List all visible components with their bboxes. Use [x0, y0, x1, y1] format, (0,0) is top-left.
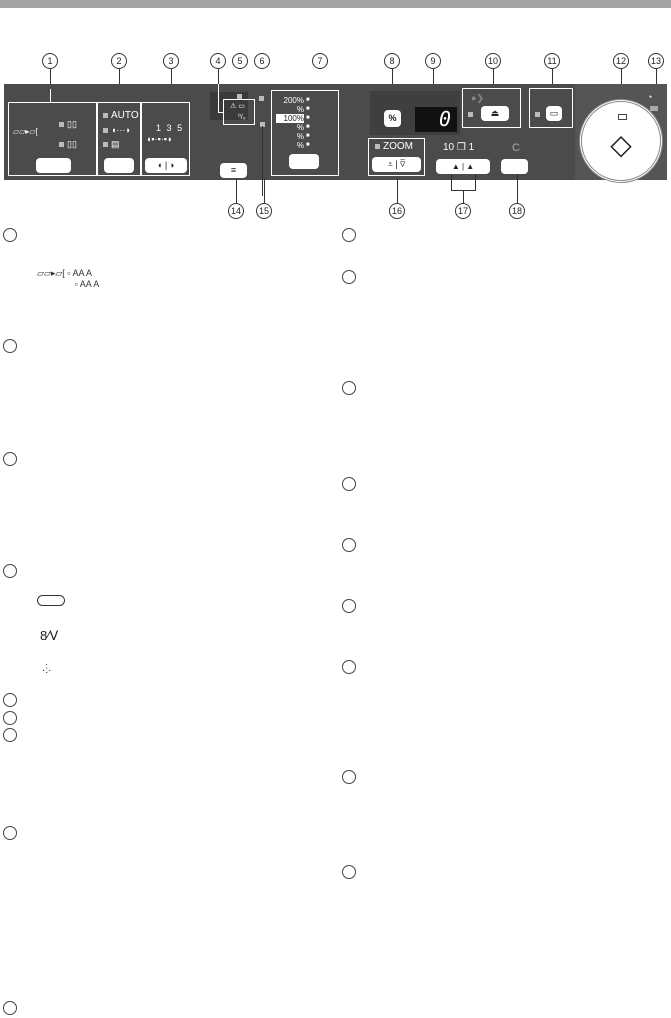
copy-ratio-button[interactable] [289, 154, 319, 169]
paper-feed-led [237, 94, 242, 99]
exposure-level-section: 1 3 5 ◖▪·▪·▪◗ ◖ | ◗ [141, 102, 190, 176]
ratio-list: 200% % 100% % % % [276, 96, 304, 150]
exposure-leds: ◖▪·▪·▪◗ [146, 134, 173, 144]
power-save-indicator [650, 106, 658, 111]
callout-12: 12 [613, 53, 629, 69]
copy-count-display: 0 [415, 107, 457, 132]
list-marker [3, 228, 17, 242]
list-marker [342, 538, 356, 552]
two-sided-copy-icon: ▱▱▸▱[ ▫ AA A ▫ AA A [37, 268, 100, 289]
alarm-indicators: ⚠ ▭ ⁰/₀ [223, 99, 255, 125]
ratio-display-button[interactable]: % [384, 110, 401, 127]
menu-icon: ≡ [230, 165, 237, 175]
copies-buttons[interactable]: ▲ | ▲ [436, 159, 490, 174]
start-indicator [618, 114, 627, 120]
clear-button[interactable] [501, 159, 528, 174]
list-marker [342, 599, 356, 613]
scan-button[interactable]: ⏏ [481, 106, 509, 121]
scan-section: ●❯ ⏏ [462, 88, 521, 128]
print-section: ▭ [529, 88, 573, 128]
header-bar [0, 0, 671, 8]
callout-8: 8 [384, 53, 400, 69]
list-marker [3, 564, 17, 578]
list-marker [3, 452, 17, 466]
list-marker [3, 693, 17, 707]
callout-14: 14 [228, 203, 244, 219]
callout-9: 9 [425, 53, 441, 69]
duplex-led-1: ▯▯ [59, 119, 77, 129]
menu-button[interactable]: ≡ [220, 163, 247, 178]
callout-15: 15 [256, 203, 272, 219]
copies-label: 10 ❐ 1 [443, 142, 475, 153]
list-marker [3, 728, 17, 742]
list-marker [342, 770, 356, 784]
drum-led [260, 122, 265, 127]
list-marker [342, 477, 356, 491]
list-marker [3, 1001, 17, 1015]
photo-icon: ▤ [103, 139, 120, 149]
two-sided-copy-icon: ▱▱▸▱[ [13, 127, 38, 136]
exposure-scale: 1 3 5 [156, 123, 183, 133]
callout-5: 5 [232, 53, 248, 69]
callout-18: 18 [509, 203, 525, 219]
list-marker [3, 339, 17, 353]
text-photo-label: ◖···◗ [103, 125, 131, 135]
callout-17: 17 [455, 203, 471, 219]
toner-cartridge-icon [37, 595, 65, 606]
two-sided-copy-section: ▱▱▸▱[ ▯▯ ▯▯ [8, 102, 97, 176]
duplex-led-2: ▯▯ [59, 139, 77, 149]
zoom-section: ZOOM ⩡ | ⩢ [368, 138, 425, 176]
exposure-mode-section: AUTO ◖···◗ ▤ [97, 102, 141, 176]
list-marker [342, 660, 356, 674]
zoom-label: ZOOM [383, 141, 413, 152]
list-marker [3, 826, 17, 840]
toner-icon: ⚠ ▭ [230, 103, 245, 110]
exposure-adjust-buttons[interactable]: ◖ | ◗ [145, 158, 187, 173]
callout-16: 16 [389, 203, 405, 219]
start-icon: ◇ [610, 129, 632, 160]
auto-label: AUTO [103, 111, 139, 121]
clear-label: C [512, 142, 520, 154]
power-save-led [259, 96, 264, 101]
zoom-buttons[interactable]: ⩡ | ⩢ [372, 157, 421, 172]
exposure-mode-button[interactable] [104, 158, 134, 173]
callout-7: 7 [312, 53, 328, 69]
callout-10: 10 [485, 53, 501, 69]
print-icon: ▭ [549, 108, 559, 118]
callout-4: 4 [210, 53, 226, 69]
developer-icon: · ·:· [42, 659, 52, 676]
callout-6: 6 [254, 53, 270, 69]
two-sided-copy-button[interactable] [36, 158, 71, 173]
list-marker [3, 711, 17, 725]
print-button[interactable]: ▭ [546, 106, 562, 121]
list-marker [342, 381, 356, 395]
copy-ratio-section: 200% % 100% % % % ■ ■ ■ ■ ■ ■ [271, 90, 339, 176]
list-marker [342, 228, 356, 242]
callout-1: 1 [42, 53, 58, 69]
power-save-icon: ◔ [647, 92, 653, 102]
list-marker [342, 270, 356, 284]
callout-13: 13 [648, 53, 664, 69]
scan-icon: ⏏ [490, 108, 500, 118]
misfeed-icon: 8⁄ᐯ [40, 628, 59, 643]
callout-3: 3 [163, 53, 179, 69]
callout-11: 11 [544, 53, 560, 69]
start-button[interactable]: ◇ [579, 99, 663, 183]
callout-2: 2 [111, 53, 127, 69]
misfeed-icon: ⁰/₀ [238, 114, 246, 121]
list-marker [342, 865, 356, 879]
